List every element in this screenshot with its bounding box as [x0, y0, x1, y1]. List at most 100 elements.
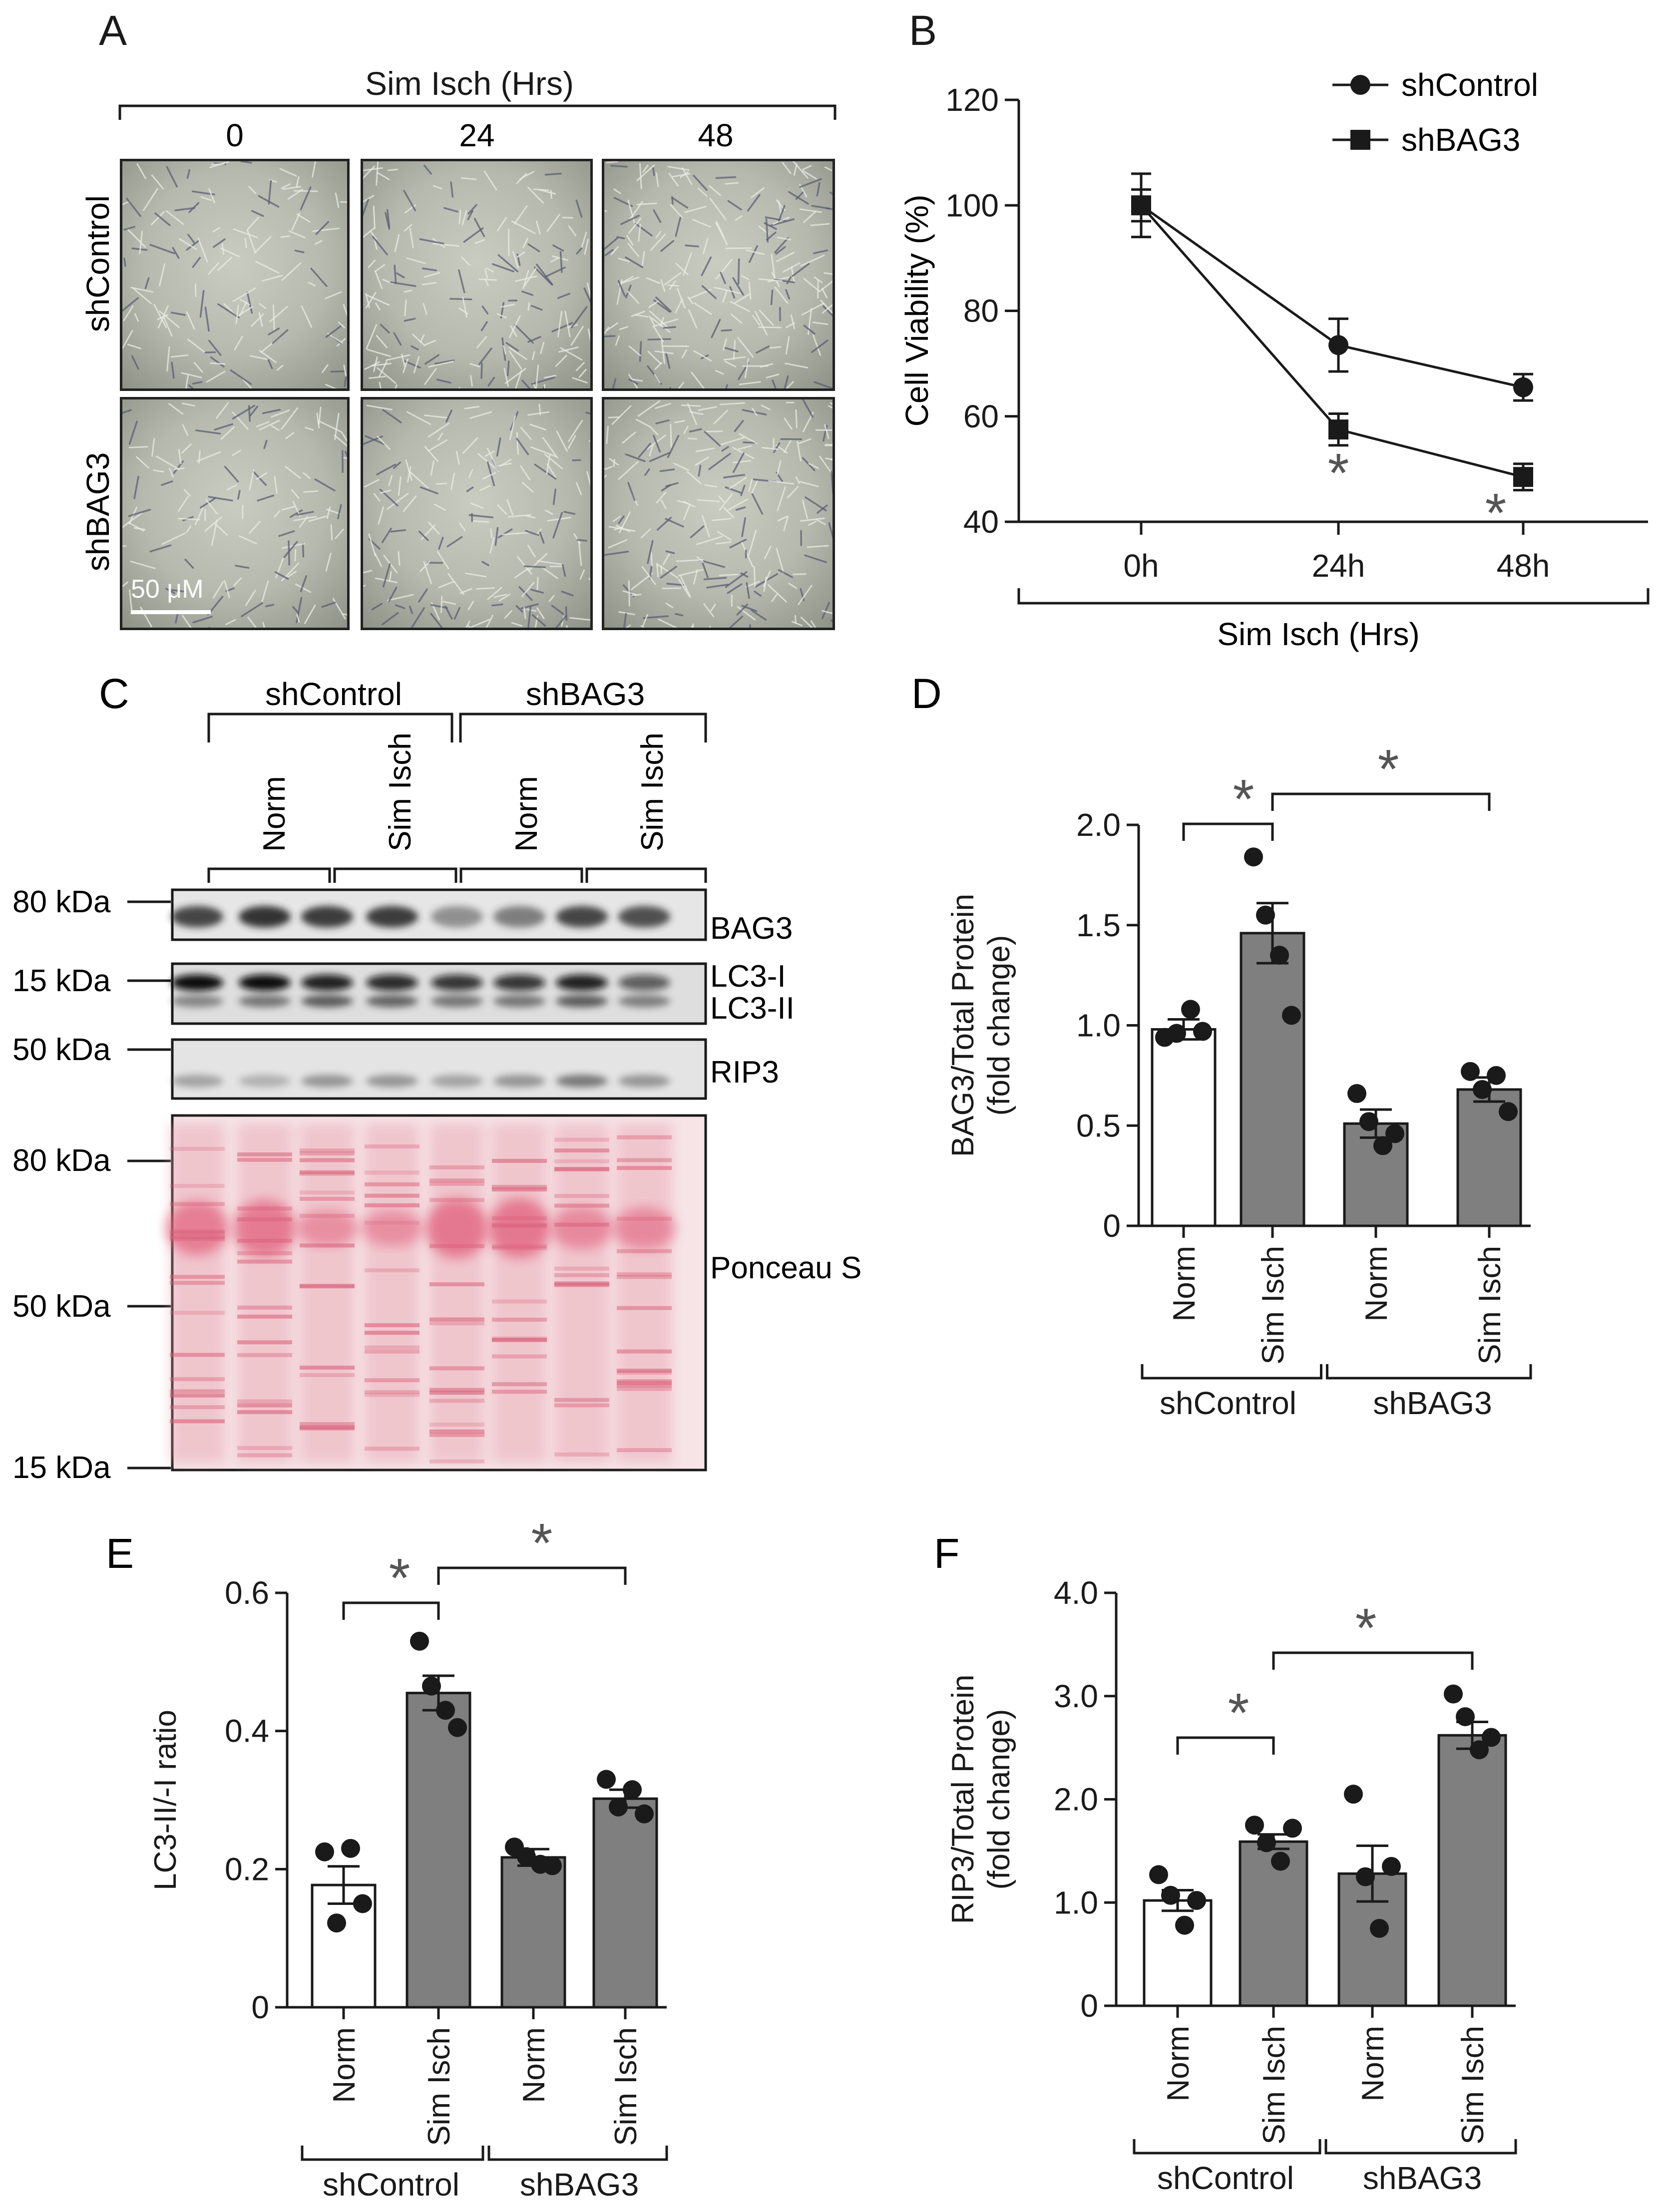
- ponceau-lane-6: [492, 1123, 547, 1463]
- blot-strip-rip3: [171, 1038, 707, 1100]
- ponceau-minor-band: [170, 1275, 225, 1279]
- point-f-3: [1356, 1867, 1375, 1886]
- point-f-1: [1149, 1865, 1168, 1884]
- ponceau-minor-band: [617, 1166, 672, 1170]
- ponceau-major-band-lane-2: [234, 1200, 296, 1257]
- ponceau-lane-5: [429, 1123, 484, 1463]
- chart-d-ylabel: BAG3/Total Protein: [946, 894, 980, 1157]
- ponceau-minor-band: [492, 1336, 547, 1341]
- ponceau-minor-band: [429, 1422, 484, 1427]
- ponceau-minor-band: [237, 1446, 292, 1450]
- chart-d-category-label: Sim Isch: [1473, 1246, 1507, 1365]
- band-lc3i-lane-7: [556, 974, 608, 991]
- ponceau-minor-band: [170, 1229, 225, 1233]
- ponceau-minor-band: [365, 1331, 420, 1335]
- point-e-1: [341, 1839, 360, 1858]
- chart-e-sig-star: *: [531, 1512, 553, 1574]
- scale-bar: [131, 610, 211, 614]
- point-f-3: [1370, 1918, 1389, 1938]
- ponceau-minor-band: [237, 1217, 292, 1222]
- chart-f-category-label: Sim Isch: [1257, 2026, 1291, 2145]
- ponceau-minor-band: [365, 1447, 420, 1451]
- scale-bar-label: 50 μM: [131, 575, 204, 604]
- chart-e-category-label: Norm: [517, 2027, 551, 2103]
- band-label-rip3: RIP3: [710, 1055, 779, 1090]
- ponceau-minor-band: [617, 1383, 672, 1388]
- point-f-1: [1175, 1915, 1194, 1935]
- chart-e-ytick-label: 0.2: [225, 1851, 269, 1887]
- micrograph-shBAG3-24h: [361, 397, 593, 630]
- micrograph-shControl-0h: [120, 159, 350, 391]
- bar-d-3: [1343, 1122, 1409, 1227]
- ponceau-major-band-lane-1: [166, 1201, 228, 1255]
- ponceau-minor-band: [429, 1433, 484, 1437]
- ponceau-minor-band: [492, 1216, 547, 1220]
- chart-b-ytick-label: 40: [963, 504, 999, 540]
- ponceau-minor-band: [492, 1222, 547, 1227]
- ponceau-minor-band: [492, 1224, 547, 1228]
- band-lc3ii-lane-6: [493, 995, 545, 1008]
- chart-b-sig-24h: *: [1328, 442, 1349, 504]
- ponceau-minor-band: [170, 1311, 225, 1315]
- band-rip3-lane-8: [618, 1075, 670, 1088]
- ponceau-minor-band: [554, 1222, 609, 1227]
- ponceau-minor-band: [365, 1393, 420, 1397]
- ponceau-minor-band: [237, 1251, 292, 1255]
- kda-50-ponceau: 50 kDa: [12, 1289, 111, 1324]
- band-bag3-lane-6: [493, 906, 545, 928]
- ponceau-minor-band: [492, 1187, 547, 1192]
- chart-f-ylabel: (fold change): [982, 1709, 1016, 1890]
- point-d-1: [1167, 1024, 1186, 1043]
- bar-f-1: [1143, 1899, 1213, 2007]
- chart-b-sig-48h: *: [1485, 482, 1507, 544]
- ponceau-minor-band: [365, 1170, 420, 1175]
- point-d-3: [1385, 1124, 1404, 1143]
- band-lc3i-lane-5: [431, 974, 483, 991]
- band-label-lc3i: LC3-I: [710, 959, 786, 994]
- ponceau-minor-band: [617, 1371, 672, 1375]
- ponceau-minor-band: [617, 1379, 672, 1384]
- point-e-2: [436, 1701, 455, 1720]
- ponceau-minor-band: [429, 1391, 484, 1395]
- chart-d-ytick-label: 0.5: [1076, 1107, 1121, 1143]
- chart-d-ytick-label: 2.0: [1076, 807, 1121, 843]
- point-e-1: [353, 1894, 372, 1913]
- band-rip3-lane-5: [431, 1075, 483, 1088]
- kda-15-top: 15 kDa: [12, 964, 111, 998]
- errorbar-e-3: [517, 1847, 549, 1867]
- ponceau-minor-band: [170, 1405, 225, 1410]
- ponceau-lane-2: [237, 1123, 292, 1463]
- blot-strip-bag3: [171, 888, 707, 941]
- ponceau-minor-band: [617, 1387, 672, 1391]
- ponceau-minor-band: [492, 1158, 547, 1163]
- ponceau-minor-band: [300, 1196, 355, 1201]
- ponceau-minor-band: [237, 1152, 292, 1157]
- band-lc3ii-lane-7: [556, 995, 608, 1008]
- point-e-3: [543, 1856, 562, 1875]
- chart-b-xtick-label: 48h: [1497, 548, 1550, 584]
- bar-e-3: [500, 1856, 566, 2009]
- errorbar-shControl: [1328, 317, 1348, 373]
- ponceau-minor-band: [237, 1314, 292, 1319]
- ponceau-minor-band: [365, 1378, 420, 1383]
- ponceau-minor-band: [170, 1419, 225, 1424]
- ponceau-minor-band: [429, 1244, 484, 1248]
- chart-f-sig-star: *: [1355, 1597, 1377, 1659]
- ponceau-minor-band: [492, 1354, 547, 1359]
- ponceau-minor-band: [300, 1426, 355, 1431]
- chart-d-group-label: shControl: [1160, 1385, 1296, 1421]
- panel-label-e: E: [106, 1530, 134, 1577]
- ponceau-minor-band: [170, 1389, 225, 1394]
- point-e-3: [531, 1854, 550, 1874]
- point-shControl-24h: [1328, 335, 1348, 356]
- ponceau-minor-band: [429, 1321, 484, 1326]
- chart-f-category-label: Norm: [1356, 2026, 1390, 2102]
- panel-label-a: A: [99, 7, 127, 54]
- point-f-4: [1456, 1707, 1475, 1727]
- ponceau-minor-band: [554, 1148, 609, 1153]
- ponceau-minor-band: [300, 1213, 355, 1218]
- chart-b-ytick-label: 60: [963, 398, 999, 434]
- panel-label-c: C: [99, 670, 129, 717]
- ponceau-minor-band: [237, 1157, 292, 1162]
- errorbar-f-3: [1356, 1844, 1388, 1903]
